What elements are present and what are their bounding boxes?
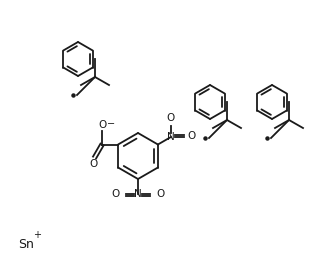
Text: N: N	[134, 189, 142, 199]
Text: −: −	[107, 118, 115, 129]
Text: O: O	[112, 189, 120, 199]
Text: O: O	[187, 131, 195, 141]
Text: +: +	[33, 230, 41, 240]
Text: O: O	[156, 189, 164, 199]
Text: O: O	[98, 119, 106, 130]
Text: O: O	[167, 113, 175, 123]
Text: O: O	[89, 159, 98, 170]
Text: N: N	[167, 132, 175, 142]
Text: Sn: Sn	[18, 238, 34, 250]
